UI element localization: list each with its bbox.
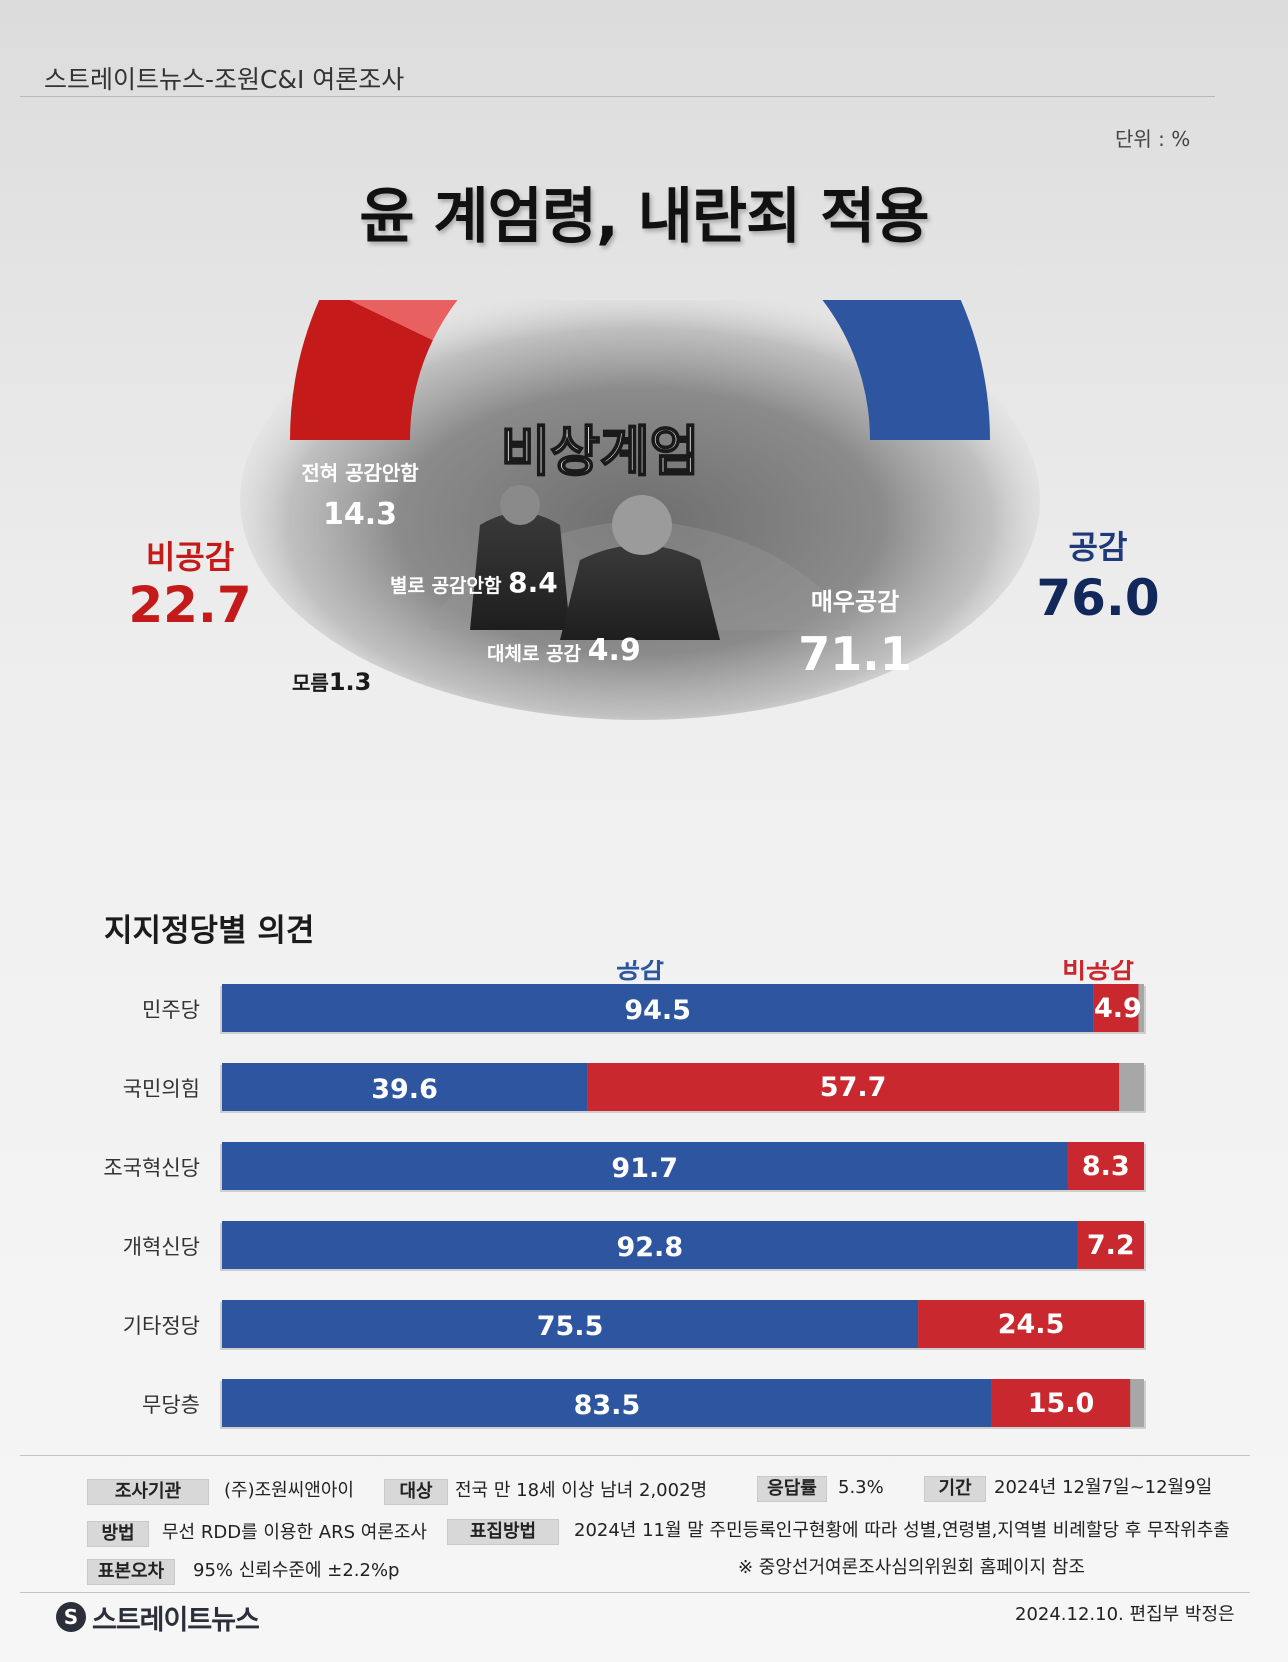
info-org-value: (주)조원씨앤아이 [224,1480,354,1501]
legend-disagree: 비공감 [1062,960,1134,985]
bar-disagree [587,1063,1120,1111]
bar-category-label: 조국혁신당 [103,1156,200,1180]
bar-agree-value: 83.5 [574,1390,641,1421]
slice-label-strong-agree-value: 71.1 [798,627,912,681]
slice-label-strong-disagree-name: 전혀 공감안함 [301,461,419,485]
info-response-value: 5.3% [838,1477,884,1498]
editor-credit: 2024.12.10. 편집부 박정은 [1015,1604,1235,1625]
info-tag-error: 표본오차 [87,1559,175,1585]
bar-disagree-value: 7.2 [1087,1230,1135,1261]
info-divider-bottom [20,1592,1250,1593]
party-section-title: 지지정당별 의견 [104,913,315,949]
bar-category-label: 개혁신당 [123,1235,200,1259]
disagree-total-value: 22.7 [128,576,251,634]
bar-rows: 민주당 94.5 4.9 국민의힘 39.6 57.7 조국혁신당 91.7 8.3 개혁신당 92… [103,984,1146,1429]
unit-label: 단위 : % [1115,127,1191,151]
person-center-silhouette [560,545,720,640]
bar-agree [222,1300,919,1348]
bar-agree [222,1379,992,1427]
slice-label-somewhat-disagree: 별로 공감안함 8.4 [390,566,558,599]
bar-agree-value: 39.6 [371,1074,438,1105]
donut-slice [822,300,990,440]
info-note: ※ 중앙선거여론조사심의위원회 홈페이지 참조 [738,1557,1085,1578]
bar-category-label: 민주당 [142,998,200,1022]
agree-total-value: 76.0 [1036,569,1159,627]
party-stacked-bar-chart: 공감 비공감 민주당 94.5 4.9 국민의힘 39.6 57.7 조국혁신당 91.7 8.… [103,960,1146,1429]
donut-slice [349,300,458,341]
slice-label-strong-agree-name: 매우공감 [811,588,899,616]
header-divider [20,96,1215,97]
bar-disagree-value: 8.3 [1082,1151,1130,1182]
bar-agree [222,1142,1068,1190]
bar-category-label: 기타정당 [123,1314,200,1338]
info-tag-response: 응답률 [757,1476,827,1502]
person-left-head [500,485,540,525]
bar-disagree-value: 24.5 [998,1309,1065,1340]
info-tag-target: 대상 [384,1479,448,1505]
donut-slices [290,300,990,440]
donut-labels: 전혀 공감안함 14.3 별로 공감안함 8.4 모름1.3 대체로 공감 4.9 매우공… [292,461,912,696]
bar-disagree [1093,984,1139,1032]
disagree-total-label: 비공감 [146,538,234,576]
bar-category-label: 무당층 [142,1393,200,1417]
info-tag-org: 조사기관 [87,1479,209,1505]
legend-agree: 공감 [616,960,664,985]
info-tag-sampling: 표집방법 [447,1519,559,1545]
info-sampling-value: 2024년 11월 말 주민등록인구현황에 따라 성별,연령별,지역별 비례할당… [574,1520,1230,1541]
donut-slice [290,300,433,440]
bar-category-label: 국민의힘 [123,1077,200,1101]
bar-disagree-value: 15.0 [1028,1388,1095,1419]
photo-caption: 비상계엄 [501,420,700,483]
bar-disagree-value: 4.9 [1094,993,1142,1024]
bar-agree [222,984,1094,1032]
survey-source: 스트레이트뉴스-조원C&I 여론조사 [44,65,405,94]
photo-backdrop [240,300,1040,720]
bar-agree-value: 91.7 [611,1153,678,1184]
bar-disagree [1067,1142,1144,1190]
person-center-head [612,495,672,555]
info-divider-top [20,1455,1250,1456]
bar-agree [222,1063,588,1111]
bar-disagree [918,1300,1144,1348]
bar-disagree [991,1379,1131,1427]
info-error-value: 95% 신뢰수준에 ±2.2%p [193,1560,400,1581]
brand-logo-mark: S [56,1602,86,1632]
bar-agree-value: 75.5 [537,1311,604,1342]
info-period-value: 2024년 12월7일~12월9일 [994,1477,1213,1498]
brand-logo-text: 스트레이트뉴스 [92,1604,260,1636]
bar-disagree-value: 57.7 [820,1072,887,1103]
bar-agree [222,1221,1078,1269]
slice-label-somewhat-agree: 대체로 공감 4.9 [487,633,641,668]
info-method-value: 무선 RDD를 이용한 ARS 여론조사 [162,1522,427,1543]
info-tag-method: 방법 [87,1521,149,1547]
info-tag-period: 기간 [924,1476,986,1502]
bar-agree-value: 94.5 [624,995,691,1026]
page-title: 윤 계엄령, 내란죄 적용 [359,182,929,252]
info-target-value: 전국 만 18세 이상 남녀 2,002명 [455,1480,708,1501]
brand-logo: S 스트레이트뉴스 [56,1600,260,1636]
bar-disagree [1077,1221,1144,1269]
agree-total-label: 공감 [1069,528,1128,566]
bar-agree-value: 92.8 [616,1232,683,1263]
semi-donut-chart: 비상계엄 전혀 공감안함 14.3 별로 공감안함 8.4 모름1.3 대체로 공감 4… [128,300,1160,720]
slice-label-strong-disagree-value: 14.3 [323,497,397,532]
slice-label-dont-know: 모름1.3 [292,668,371,696]
person-left-silhouette [470,512,570,630]
